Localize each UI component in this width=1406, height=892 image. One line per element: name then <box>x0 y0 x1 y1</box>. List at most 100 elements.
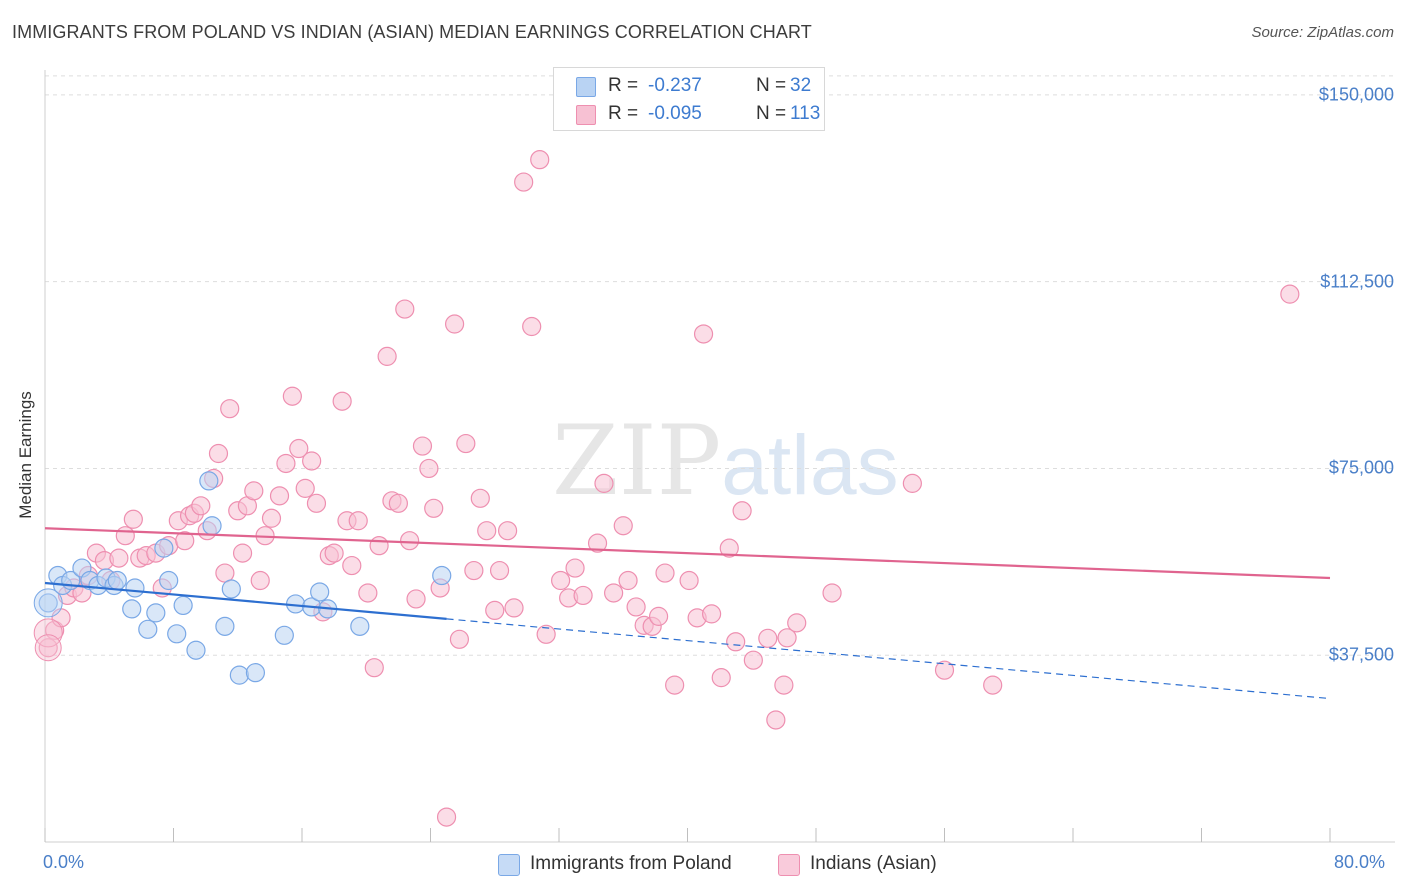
legend-label-poland: Immigrants from Poland <box>530 853 732 874</box>
data-point <box>173 595 193 616</box>
data-point <box>983 675 1003 695</box>
data-point <box>154 538 174 558</box>
x-tick-label-max: 80.0% <box>1334 852 1386 872</box>
data-point <box>167 624 187 644</box>
data-point <box>220 399 240 419</box>
data-point <box>464 560 484 581</box>
data-point <box>743 650 763 670</box>
data-point <box>679 570 699 591</box>
data-point <box>587 533 608 553</box>
series-immigrants-from-poland-points <box>33 471 452 685</box>
y-tick-label: $112,500 <box>1320 271 1394 292</box>
data-point <box>33 588 63 618</box>
data-point <box>551 570 571 591</box>
data-point <box>369 536 389 556</box>
watermark-zip: ZIP <box>552 405 722 517</box>
chart-title: IMMIGRANTS FROM POLAND VS INDIAN (ASIAN)… <box>12 22 812 42</box>
data-point <box>522 316 542 337</box>
series-indians-asian-points <box>33 150 1300 827</box>
data-point <box>229 665 249 685</box>
data-point <box>774 675 794 695</box>
data-point <box>377 346 397 366</box>
data-point <box>618 570 638 591</box>
data-point <box>107 570 127 591</box>
legend-r-label: R = <box>608 103 639 124</box>
legend-label-indians: Indians (Asian) <box>810 853 937 874</box>
data-point <box>115 526 135 546</box>
legend-n-value: 113 <box>790 103 821 124</box>
data-point <box>388 493 408 513</box>
data-point <box>276 453 296 474</box>
data-point <box>109 548 129 568</box>
data-point <box>1280 284 1300 304</box>
data-point <box>758 628 778 648</box>
data-point <box>565 558 585 578</box>
data-point <box>191 496 211 516</box>
data-point <box>436 807 457 827</box>
trend-lines <box>44 527 1331 700</box>
legend-swatch-poland <box>576 77 596 97</box>
data-point <box>146 603 166 623</box>
data-point <box>269 486 290 506</box>
data-point <box>902 473 922 493</box>
legend-r-label: R = <box>608 75 639 96</box>
data-point <box>282 386 302 406</box>
data-point <box>324 543 344 563</box>
data-point <box>38 638 58 658</box>
data-point <box>477 521 497 541</box>
data-point <box>208 443 229 464</box>
data-point <box>732 501 752 521</box>
correlation-legend: R = -0.237 N = 32 R = -0.095 N = 113 <box>553 67 825 131</box>
data-point <box>536 624 556 644</box>
data-point <box>125 578 145 598</box>
data-point <box>470 488 490 508</box>
data-point <box>514 172 534 192</box>
data-point <box>412 436 433 456</box>
data-point <box>34 634 62 662</box>
axes <box>44 70 1395 843</box>
data-point <box>456 433 476 454</box>
data-point <box>332 391 352 411</box>
data-point <box>498 521 518 541</box>
data-point <box>395 299 415 319</box>
data-point <box>186 640 206 660</box>
data-point <box>693 324 714 344</box>
data-point <box>766 710 786 730</box>
data-point <box>665 675 685 695</box>
y-tick-label: $37,500 <box>1328 644 1394 665</box>
data-point <box>289 438 309 459</box>
legend-swatch-indians <box>778 854 800 876</box>
data-point <box>489 560 510 581</box>
data-point <box>648 606 669 626</box>
legend-swatch-poland <box>498 854 520 876</box>
data-point <box>33 618 63 648</box>
y-tick-label: $75,000 <box>1328 457 1394 478</box>
data-point <box>400 531 420 551</box>
data-point <box>175 531 195 551</box>
chart-source: Source: ZipAtlas.com <box>1251 24 1394 41</box>
data-point <box>358 583 378 603</box>
data-point <box>244 481 264 501</box>
data-point <box>348 511 368 531</box>
data-point <box>295 478 315 498</box>
data-point <box>719 538 739 558</box>
data-point <box>726 632 746 652</box>
legend-r-value: -0.095 <box>648 103 702 124</box>
watermark: ZIPatlas <box>552 405 899 517</box>
trend-line-indians <box>44 527 1331 580</box>
data-point <box>449 629 470 649</box>
data-point <box>245 663 266 683</box>
y-axis-label: Median Earnings <box>16 391 35 519</box>
data-point <box>250 570 270 591</box>
data-point <box>655 563 675 583</box>
trend-line-poland <box>44 581 447 620</box>
data-point <box>342 555 362 576</box>
data-point <box>626 597 646 617</box>
legend-n-label: N = <box>756 103 787 124</box>
data-point <box>310 582 330 602</box>
data-point <box>302 451 322 471</box>
data-point <box>530 150 550 170</box>
data-point <box>159 570 179 591</box>
data-point <box>364 658 384 678</box>
data-point <box>711 668 731 688</box>
